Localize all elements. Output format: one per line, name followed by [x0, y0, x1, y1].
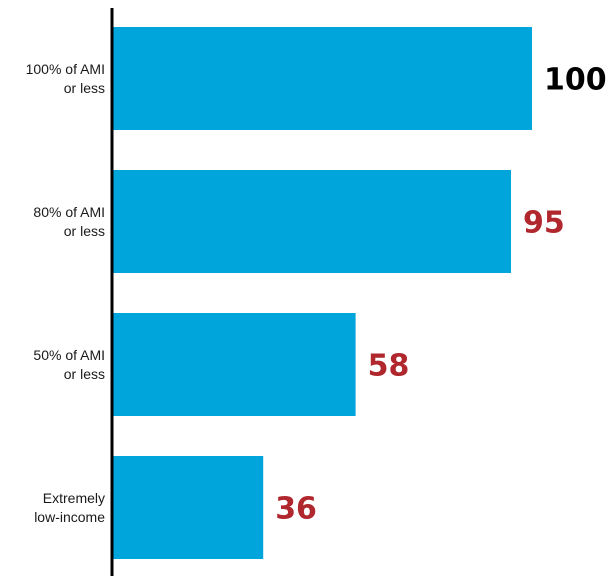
- bars-group: [113, 27, 532, 559]
- category-label-0: 100% of AMI or less: [26, 61, 105, 96]
- category-label-1: 80% of AMI or less: [33, 204, 105, 239]
- value-label-2: 58: [368, 349, 410, 384]
- value-label-0: 100: [544, 63, 607, 98]
- category-label-3: Extremely low-income: [34, 490, 105, 525]
- category-labels-group: 100% of AMI or less 80% of AMI or less 50% o…: [26, 61, 106, 525]
- bar-1: [113, 170, 511, 273]
- bar-3: [113, 456, 264, 559]
- bar-2: [113, 313, 356, 416]
- value-labels-group: 100 95 58 36: [275, 63, 606, 527]
- bar-0: [113, 27, 532, 130]
- value-label-3: 36: [275, 492, 317, 527]
- category-label-2: 50% of AMI or less: [33, 347, 105, 382]
- value-label-1: 95: [523, 206, 565, 241]
